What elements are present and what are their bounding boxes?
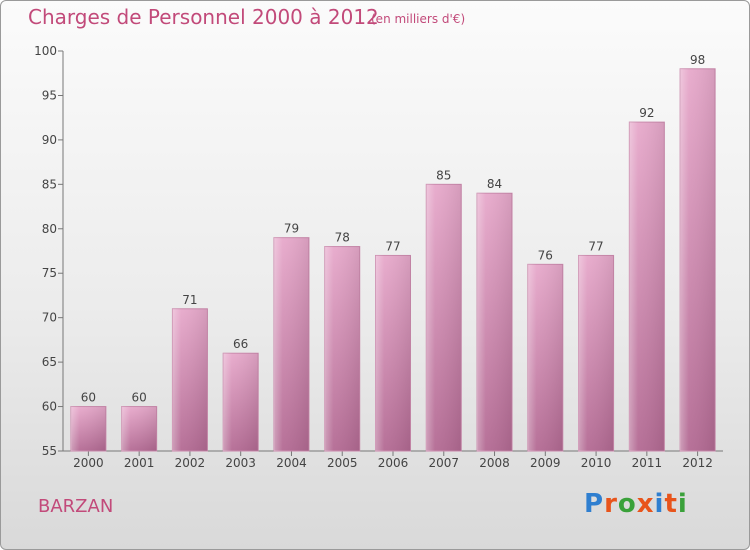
y-tick-label: 100 <box>34 44 57 58</box>
data-label: 60 <box>81 391 96 405</box>
y-tick-label: 60 <box>42 400 57 414</box>
bar-sheen <box>477 193 513 451</box>
y-tick-label: 90 <box>42 133 57 147</box>
data-label: 76 <box>538 248 553 262</box>
data-label: 92 <box>639 106 654 120</box>
logo-letter: i <box>677 489 688 519</box>
bar-sheen <box>426 184 462 452</box>
x-tick-label: 2000 <box>73 456 104 470</box>
bar-sheen <box>375 255 411 451</box>
data-label: 84 <box>487 177 502 191</box>
x-tick-label: 2002 <box>175 456 206 470</box>
x-tick-label: 2001 <box>124 456 155 470</box>
commune-name: BARZAN <box>38 496 114 517</box>
x-tick-label: 2008 <box>479 456 510 470</box>
data-label: 60 <box>132 391 147 405</box>
chart-subtitle: (en milliers d'€) <box>371 12 466 26</box>
logo-letter: i <box>654 489 665 519</box>
x-tick-label: 2011 <box>632 456 663 470</box>
x-tick-label: 2010 <box>581 456 612 470</box>
logo-letter: o <box>617 489 637 519</box>
bar-sheen <box>223 353 259 451</box>
data-label: 71 <box>182 293 197 307</box>
bar-sheen <box>121 406 157 451</box>
x-tick-label: 2006 <box>378 456 409 470</box>
y-tick-label: 70 <box>42 311 57 325</box>
bar-sheen <box>578 255 614 451</box>
bar-sheen <box>70 406 106 451</box>
data-label: 78 <box>335 231 350 245</box>
y-tick-label: 85 <box>42 177 57 191</box>
x-tick-label: 2012 <box>682 456 713 470</box>
x-tick-label: 2005 <box>327 456 358 470</box>
data-label: 77 <box>385 239 400 253</box>
logo-letter: t <box>664 489 678 519</box>
x-tick-label: 2007 <box>428 456 459 470</box>
data-label: 79 <box>284 222 299 236</box>
bar-sheen <box>172 308 208 451</box>
x-tick-label: 2009 <box>530 456 561 470</box>
logo-letter: r <box>604 489 618 519</box>
y-tick-label: 75 <box>42 266 57 280</box>
bar-sheen <box>527 264 563 451</box>
bar-sheen <box>629 122 665 451</box>
logo-letter: x <box>636 489 655 519</box>
data-label: 85 <box>436 168 451 182</box>
x-tick-label: 2004 <box>276 456 307 470</box>
y-tick-label: 55 <box>42 444 57 458</box>
bar-sheen <box>324 246 360 451</box>
chart-title: Charges de Personnel 2000 à 2012 <box>28 5 379 29</box>
x-tick-label: 2003 <box>225 456 256 470</box>
bar-sheen <box>273 237 309 451</box>
logo-letter: P <box>584 489 605 519</box>
data-label: 66 <box>233 337 248 351</box>
bar-sheen <box>680 68 716 452</box>
data-label: 77 <box>588 239 603 253</box>
proxiti-logo: Proxiti <box>584 489 688 519</box>
y-tick-label: 95 <box>42 88 57 102</box>
data-label: 98 <box>690 53 705 67</box>
y-tick-label: 80 <box>42 222 57 236</box>
y-tick-label: 65 <box>42 355 57 369</box>
